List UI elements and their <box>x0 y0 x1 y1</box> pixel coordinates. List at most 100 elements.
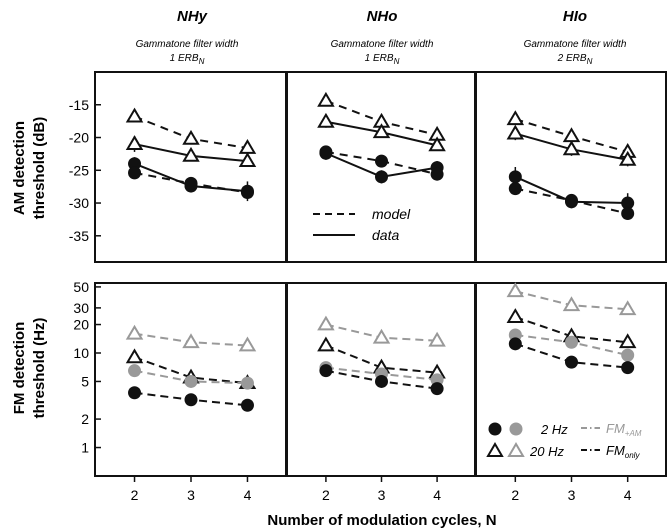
fm-nho-20hz-fm_am-point <box>428 331 446 347</box>
am-nhy-20hz-data-point <box>238 152 257 168</box>
fm-nho-20hz-fm_am-point <box>317 315 335 331</box>
column-subtitle-nhy-erb: 1 ERB <box>170 53 199 64</box>
fm-legend-fmam-label: FM+AM <box>606 421 642 438</box>
am-nho-20hz-data-point <box>428 136 446 152</box>
column-subtitle-hio-erb: 2 ERB <box>557 53 587 64</box>
am-hio-2hz-data-point <box>621 196 635 210</box>
am-hio-20hz-data-point <box>618 150 637 166</box>
fm-hio-20hz-fm_am-point <box>618 300 637 316</box>
am-nhy-20hz-data-point <box>125 135 144 150</box>
am-hio-20hz-model-point <box>562 127 581 143</box>
x-axis-label: Number of modulation cycles, N <box>267 512 496 529</box>
fm-nho-2hz-fm_only-point <box>430 382 444 396</box>
column-title-hio: HIo <box>563 8 587 25</box>
column-subtitle-hio-line1: Gammatone filter width <box>524 39 627 50</box>
fm-nhy-2hz-fm_am-point <box>128 364 142 378</box>
fm-nhy-20hz-fm_am-point <box>125 324 144 340</box>
column-subtitle-nho-erb: 1 ERB <box>365 53 394 64</box>
am-hio-20hz-model-point <box>506 110 525 126</box>
column-subtitle-nhy-erb-sub: N <box>199 57 205 66</box>
column-subtitle-nho-line2: 1 ERBN <box>365 53 400 66</box>
fm-nho-20hz-fm_am-point <box>372 328 391 344</box>
fm-ytick-label: 50 <box>73 279 89 295</box>
fm-nhy-20hz-fm_only-point <box>125 348 144 364</box>
am-nho-2hz-model-point <box>430 167 444 181</box>
fm-ytick-label: 1 <box>81 440 89 456</box>
am-panel-frame-nhy <box>94 71 287 263</box>
am-ytick-label: -25 <box>69 162 89 178</box>
fm-legend-2hz-gray-marker <box>509 422 523 436</box>
fm-nhy-20hz-fm_am-point <box>182 333 200 349</box>
fm-hio-2hz-fm_only-point <box>621 361 635 375</box>
column-title-nho: NHo <box>367 8 398 25</box>
am-nhy-2hz-data-point <box>128 157 142 171</box>
fm-panel-frame-hio <box>475 282 667 477</box>
xtick-label: 2 <box>131 487 139 503</box>
am-ytick-label: -30 <box>69 195 89 211</box>
fm-legend-2hz-black-marker <box>488 422 502 436</box>
column-title-nhy: NHy <box>177 8 208 25</box>
fm-nhy-2hz-fm_only-point <box>128 386 142 400</box>
am-legend: model data <box>313 206 411 243</box>
am-ytick-label: -15 <box>69 97 89 113</box>
fm-nhy-2hz-fm_only-point <box>240 398 254 412</box>
fm-legend-fmonly-label: FMonly <box>606 443 640 460</box>
column-subtitle-nho-line1: Gammatone filter width <box>331 39 434 50</box>
am-panel-frame-hio <box>475 71 667 263</box>
fm-legend-fmam-main: FM <box>606 421 625 436</box>
am-nho-2hz-model-point <box>319 145 333 159</box>
fm-nho-20hz-fm_only-point <box>317 336 335 352</box>
fm-ytick-label: 30 <box>73 300 89 316</box>
fm-ylabel-line2: threshold (Hz) <box>31 318 48 419</box>
fm-nhy-2hz-fm_only-point <box>184 393 198 407</box>
am-nhy-20hz-model-point <box>182 129 200 145</box>
fm-hio-2hz-fm_am-point <box>565 335 578 349</box>
xtick-label: 3 <box>568 487 576 503</box>
xtick-label: 4 <box>433 487 441 503</box>
am-legend-data-label: data <box>372 227 399 243</box>
am-hio-2hz-model-point <box>508 182 522 196</box>
fm-hio-20hz-fm_only-point <box>618 333 637 349</box>
fm-hio-2hz-fm_am-point <box>621 348 635 362</box>
fm-nho-2hz-fm_only-point <box>375 374 388 388</box>
column-headers: NHy Gammatone filter width 1 ERBN NHo Ga… <box>136 8 627 66</box>
column-subtitle-nhy-line1: Gammatone filter width <box>136 39 239 50</box>
am-nhy-2hz-model-point <box>184 176 198 190</box>
am-hio-2hz-model-point <box>621 207 635 221</box>
fm-nhy-2hz-fm_am-point <box>184 374 198 388</box>
fm-legend-2hz-label: 2 Hz <box>540 422 568 437</box>
column-subtitle-hio-erb-sub: N <box>587 57 593 66</box>
fm-nhy-20hz-fm_am-point <box>238 336 257 352</box>
fm-legend-fmonly-main: FM <box>606 443 625 458</box>
am-legend-model-label: model <box>372 206 411 222</box>
fm-hio-2hz-fm_only-point <box>565 355 578 369</box>
am-nho-20hz-data-point <box>317 112 335 128</box>
fm-legend-fmam-sub: +AM <box>625 429 642 438</box>
am-panels <box>94 71 667 263</box>
fm-legend-fmonly-sub: only <box>625 451 641 460</box>
fm-legend-20hz-label: 20 Hz <box>529 444 564 459</box>
am-nhy-2hz-model-point <box>128 166 142 180</box>
fm-hio-20hz-fm_only-point <box>506 308 525 323</box>
fm-ytick-label: 5 <box>81 373 89 389</box>
xtick-label: 2 <box>322 487 330 503</box>
am-nho-20hz-data-point <box>372 123 391 139</box>
am-nho-2hz-data-point <box>375 170 388 184</box>
xtick-label: 3 <box>187 487 195 503</box>
am-ytick-label: -20 <box>69 130 89 146</box>
am-nho-2hz-model-point <box>375 154 388 168</box>
fm-panels <box>94 282 667 477</box>
am-hio-2hz-model-point <box>565 193 578 207</box>
xtick-label: 4 <box>244 487 252 503</box>
am-hio-2hz-data-point <box>508 170 522 184</box>
fm-legend: 2 Hz FM+AM 20 Hz FMonly <box>486 421 642 460</box>
am-hio-20hz-data-point <box>562 140 581 156</box>
column-subtitle-nho-erb-sub: N <box>394 57 400 66</box>
fm-hio-2hz-fm_only-point <box>508 337 522 351</box>
xtick-label: 3 <box>378 487 386 503</box>
am-ylabel-line1: AM detection <box>11 121 28 215</box>
fm-ytick-label: 20 <box>73 317 89 333</box>
column-subtitle-nhy-line2: 1 ERBN <box>170 53 205 66</box>
